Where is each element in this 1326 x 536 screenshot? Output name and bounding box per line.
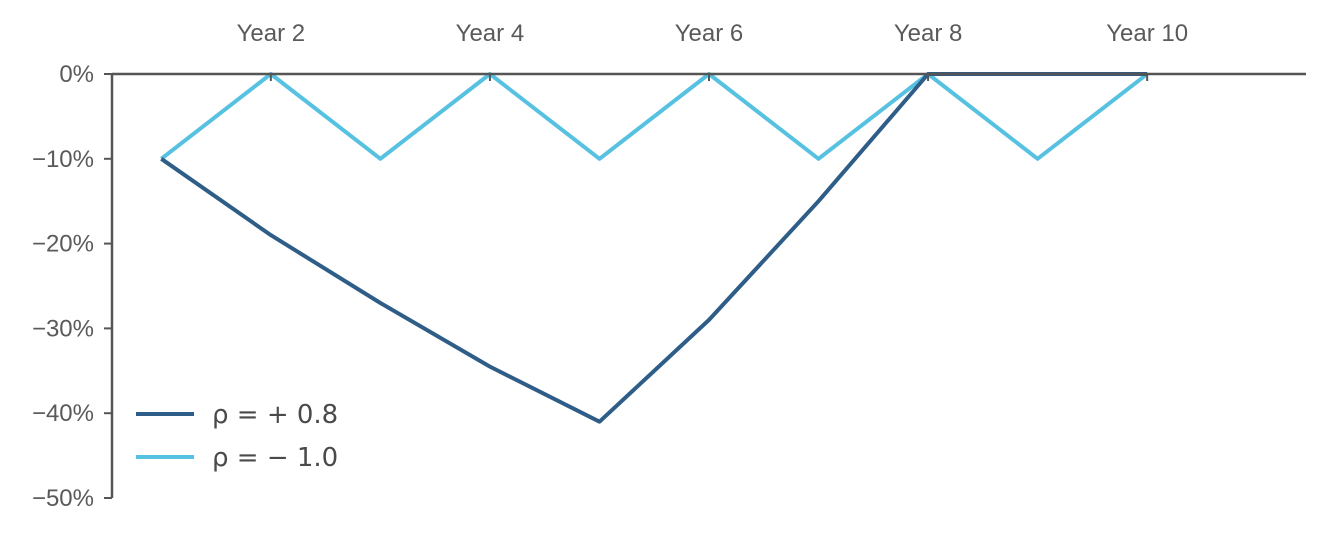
y-tick-label: −10% — [32, 146, 94, 173]
x-tick-label: Year 4 — [456, 20, 525, 47]
x-axis-ticks: Year 2 Year 4 Year 6 Year 8 Year 10 — [237, 20, 1188, 81]
x-tick-label: Year 2 — [237, 20, 306, 47]
y-tick-label: −50% — [32, 485, 94, 512]
y-tick-label: 0% — [59, 61, 94, 88]
y-tick-label: −20% — [32, 231, 94, 258]
x-tick-label: Year 8 — [894, 20, 963, 47]
series-line-2 — [160, 72, 1149, 161]
legend-label: ρ = − 1.0 — [212, 443, 338, 473]
y-axis-ticks: 0% −10% −20% −30% −40% −50% — [32, 61, 112, 512]
legend-label: ρ = + 0.8 — [212, 400, 338, 430]
y-tick-label: −30% — [32, 315, 94, 342]
x-tick-label: Year 10 — [1106, 20, 1188, 47]
legend: ρ = + 0.8 ρ = − 1.0 — [136, 400, 338, 473]
series-layer — [160, 72, 1149, 424]
y-tick-label: −40% — [32, 400, 94, 427]
series-line-1 — [160, 72, 1148, 424]
x-tick-label: Year 6 — [675, 20, 744, 47]
